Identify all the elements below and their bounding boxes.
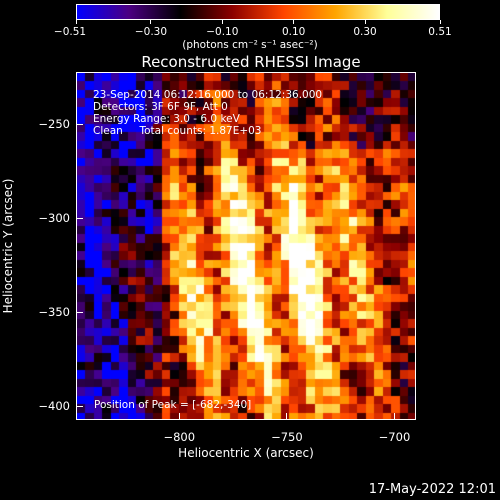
colorbar-tick-mark bbox=[150, 20, 152, 24]
info-energy-range: Energy Range: 3.0 - 6.0 keV bbox=[93, 113, 240, 125]
y-tick-label: −300 bbox=[38, 210, 70, 225]
plot-area: 23-Sep-2014 06:12:16.000 to 06:12:36.000… bbox=[76, 72, 416, 420]
y-axis-label: Heliocentric Y (arcsec) bbox=[1, 178, 15, 314]
colorbar-tick-label: 0.51 bbox=[428, 26, 452, 38]
y-tick-mark bbox=[76, 218, 83, 220]
x-tick-label: −700 bbox=[378, 430, 411, 444]
info-time-range: 23-Sep-2014 06:12:16.000 to 06:12:36.000 bbox=[93, 89, 323, 101]
colorbar-tick-mark bbox=[75, 20, 77, 24]
y-tick-mark bbox=[76, 406, 83, 408]
x-tick-mark bbox=[393, 413, 395, 420]
colorbar-tick-mark bbox=[364, 20, 366, 24]
colorbar bbox=[76, 4, 440, 20]
colorbar-tick-mark bbox=[293, 20, 295, 24]
observation-info: 23-Sep-2014 06:12:16.000 to 06:12:36.000… bbox=[93, 89, 322, 137]
colorbar-tick-label: −0.30 bbox=[134, 26, 168, 38]
x-tick-mark bbox=[178, 413, 180, 420]
info-clean-counts: Clean Total counts: 1.87E+03 bbox=[93, 125, 262, 137]
colorbar-tick-label: 0.30 bbox=[353, 26, 377, 38]
y-tick-mark bbox=[76, 312, 83, 314]
info-detectors: Detectors: 3F 6F 9F, Att 0 bbox=[93, 101, 228, 113]
y-tick-mark bbox=[76, 124, 83, 126]
footer-timestamp: 17-May-2022 12:01 bbox=[368, 482, 496, 497]
x-axis-label: Heliocentric X (arcsec) bbox=[178, 446, 314, 460]
peak-position-label: Position of Peak = [-682,-340] bbox=[94, 399, 252, 411]
colorbar-unit-label: (photons cm⁻² s⁻¹ asec⁻²) bbox=[182, 39, 318, 51]
x-tick-label: −750 bbox=[271, 430, 303, 444]
x-tick-mark bbox=[286, 413, 288, 420]
heatmap-image bbox=[77, 73, 415, 419]
y-tick-label: −350 bbox=[38, 304, 70, 319]
colorbar-tick-label: −0.10 bbox=[206, 26, 239, 38]
x-tick-label: −800 bbox=[163, 430, 196, 444]
colorbar-tick-mark bbox=[221, 20, 223, 24]
colorbar-tick-label: −0.51 bbox=[53, 26, 87, 38]
chart-title: Reconstructed RHESSI Image bbox=[141, 53, 361, 71]
colorbar-tick-label: 0.10 bbox=[281, 26, 306, 38]
y-tick-label: −250 bbox=[38, 116, 70, 131]
y-tick-label: −400 bbox=[38, 398, 70, 413]
colorbar-tick-mark bbox=[439, 20, 441, 24]
